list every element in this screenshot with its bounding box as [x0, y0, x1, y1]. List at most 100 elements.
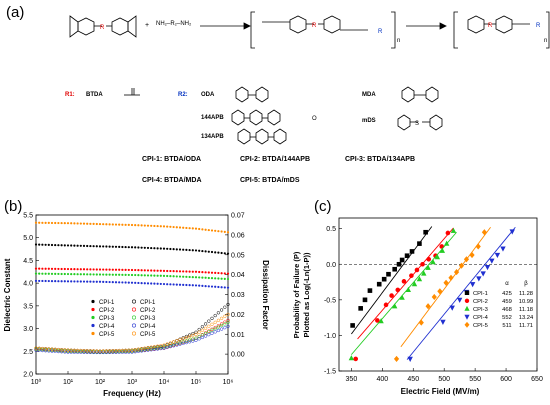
data-point-cpi-3-dk [44, 272, 47, 275]
x-axis-label-c: Electric Field (MV/m) [401, 387, 480, 396]
data-point-cpi-3-dk [162, 274, 166, 277]
data-point-cpi-5 [453, 269, 460, 276]
134apb-structure [237, 128, 287, 145]
panel-a-label: (a) [6, 4, 25, 21]
data-point-cpi-4-df [53, 349, 57, 353]
data-point-cpi-4-df [133, 350, 137, 354]
x-tick-label-b: 10⁶ [223, 379, 234, 386]
data-point-cpi-3-dk [137, 274, 140, 277]
panel-c-label: (c) [314, 198, 332, 215]
data-point-cpi-2-dk [41, 267, 44, 270]
data-point-cpi-4-dk [137, 281, 140, 285]
data-point-cpi-3-df [56, 348, 61, 353]
data-point-cpi-2-dk [146, 269, 150, 272]
data-point-cpi-5-df [149, 345, 153, 349]
data-point-cpi-3-df [155, 346, 160, 350]
data-point-cpi-3 [411, 281, 418, 287]
data-point-cpi-2-df [216, 324, 221, 328]
data-point-cpi-4-df [114, 350, 118, 354]
data-point-cpi-5-df [171, 340, 176, 344]
y-tick-label-left-b: 4.0 [23, 281, 33, 288]
data-point-cpi-5-dk [66, 222, 70, 225]
legend-marker-filled-4 [91, 323, 95, 328]
x-tick-label-c: 400 [376, 376, 388, 383]
data-point-cpi-4 [509, 229, 515, 235]
x-tick-label-c: 650 [531, 376, 543, 383]
data-point-cpi-4-dk [226, 286, 230, 289]
data-point-cpi-4-df [197, 337, 201, 341]
data-point-cpi-5-df [34, 346, 38, 350]
data-point-cpi-4-dk [63, 280, 66, 283]
data-point-cpi-5-df [79, 348, 83, 353]
data-point-cpi-4-df [226, 324, 230, 328]
data-point-cpi-2-dk [220, 272, 223, 275]
y-tick-label-left-b: 2.0 [23, 372, 33, 379]
data-point-cpi-1-dk [214, 251, 217, 254]
data-point-cpi-5-dk [223, 230, 226, 233]
legend-header-beta: β [524, 281, 528, 287]
data-point-cpi-1-dk [57, 244, 60, 247]
data-point-cpi-3-df [143, 347, 147, 352]
data-point-cpi-5-dk [153, 224, 156, 228]
data-point-cpi-4-df [37, 348, 41, 352]
data-point-cpi-3-dk [102, 273, 105, 276]
plus-sign: + [145, 22, 150, 29]
data-point-cpi-1 [404, 253, 410, 259]
data-point-cpi-5-dk [47, 221, 50, 225]
data-point-cpi-4-df [88, 350, 93, 355]
data-point-cpi-2-dk [188, 270, 191, 273]
data-point-cpi-2-dk [121, 268, 124, 271]
data-point-cpi-3-dk [172, 275, 175, 278]
data-point-cpi-1-dk [66, 244, 70, 247]
data-point-cpi-4-df [203, 334, 208, 338]
data-point-cpi-5-dk [73, 222, 76, 225]
data-point-cpi-5 [418, 319, 424, 326]
data-point-cpi-1-dk [47, 243, 50, 246]
legend-marker-2 [464, 298, 470, 304]
data-point-cpi-2-df [219, 322, 224, 326]
y-tick-label-right-b: 0.06 [231, 232, 245, 239]
data-point-cpi-1-dk [153, 247, 156, 250]
data-point-cpi-1-dk [159, 247, 162, 250]
data-point-cpi-5-dk [226, 231, 230, 234]
data-point-cpi-5-dk [95, 222, 98, 226]
data-point-cpi-1-dk [217, 251, 220, 254]
data-point-cpi-2-dk [178, 270, 182, 273]
panel-b-label: (b) [4, 198, 23, 215]
data-point-cpi-3 [425, 264, 431, 270]
x-tick-label-b: 10⁰ [31, 378, 42, 386]
data-point-cpi-5-df [226, 312, 230, 317]
data-point-cpi-5-dk [162, 225, 166, 228]
data-point-cpi-3-dk [98, 273, 102, 276]
data-point-cpi-5-df [91, 349, 96, 353]
data-point-cpi-5-df [162, 343, 166, 347]
svg-text:O: O [312, 116, 317, 122]
data-point-cpi-3-df [59, 349, 64, 353]
legend-marker-1 [464, 290, 470, 296]
data-point-cpi-3-dk [57, 272, 60, 276]
data-point-cpi-5-df [159, 344, 163, 348]
data-point-cpi-2-dk [185, 270, 188, 273]
data-point-cpi-1-dk [156, 247, 159, 250]
data-point-cpi-4-dk [44, 279, 47, 283]
data-point-cpi-4 [500, 246, 506, 252]
data-point-cpi-5-df [69, 348, 73, 352]
data-point-cpi-3-dk [108, 273, 111, 276]
weibull-chart: 350 400 450 500 550 600 650-1.5-1.0-0.50.00.5 … [292, 217, 543, 396]
data-point-cpi-5-dk [210, 229, 214, 232]
data-point-cpi-5-dk [185, 226, 188, 230]
data-point-cpi-2 [409, 273, 414, 278]
legend-marker-hollow-5 [132, 331, 137, 336]
data-point-cpi-2-dk [127, 268, 130, 272]
data-point-cpi-1 [381, 276, 387, 282]
legend-name-2: CPI-2 [473, 299, 488, 305]
data-point-cpi-4-df [136, 349, 141, 353]
data-point-cpi-5-df [53, 347, 57, 352]
legend-label-hollow-4: CPI-4 [140, 324, 156, 330]
data-point-cpi-3-dk [201, 276, 204, 279]
data-point-cpi-1-dk [127, 246, 130, 249]
cpi-2-definition: CPI-2: BTDA/144APB [240, 156, 311, 163]
data-point-cpi-2-dk [214, 271, 217, 274]
data-point-cpi-1-dk [198, 249, 201, 252]
legend-marker-filled-2 [91, 307, 95, 312]
